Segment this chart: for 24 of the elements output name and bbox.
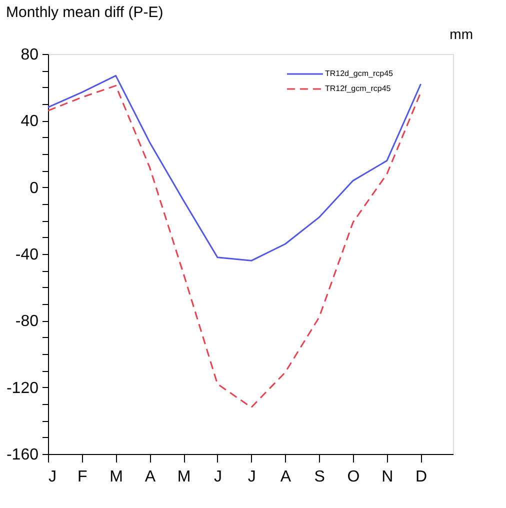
y-tick-label: -120 (6, 380, 39, 397)
x-tick-label: M (110, 468, 123, 486)
x-tick-label: F (78, 468, 88, 486)
y-tick-label: 0 (30, 180, 39, 197)
x-tick-label: D (416, 468, 428, 486)
x-tick-label: A (144, 468, 156, 486)
x-tick-label: N (382, 468, 394, 486)
y-tick-label: -80 (15, 313, 39, 330)
y-tick-label: 40 (20, 113, 39, 130)
x-tick-label: A (280, 468, 292, 486)
chart-title: Monthly mean diff (P-E) (6, 4, 164, 21)
x-tick-label: S (314, 468, 325, 486)
x-tick-label: M (177, 468, 191, 486)
legend-label: TR12f_gcm_rcp45 (324, 84, 392, 93)
x-tick-label: J (248, 468, 256, 486)
y-tick-label: -160 (6, 446, 39, 464)
y-tick-label: -40 (15, 246, 39, 264)
x-tick-label: O (347, 468, 360, 486)
y-tick-label: 80 (20, 46, 39, 64)
line-series (47, 84, 422, 408)
x-tick-label: J (48, 468, 56, 486)
legend-label: TR12d_gcm_rcp45 (324, 69, 394, 78)
text: mm (450, 26, 473, 42)
x-tick-label: J (214, 468, 222, 486)
